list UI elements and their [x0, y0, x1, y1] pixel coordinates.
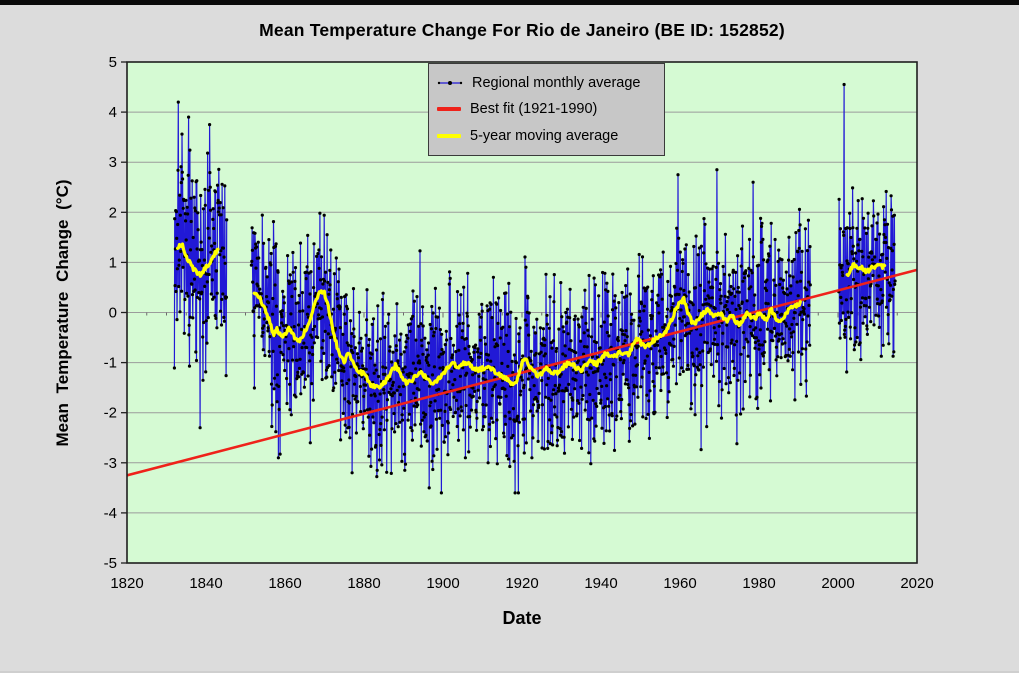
moving-average-line — [176, 242, 887, 390]
x-axis-title: Date — [502, 608, 542, 628]
x-tick-label: 1840 — [189, 575, 222, 592]
legend-label-moving-average: 5-year moving average — [470, 127, 619, 144]
y-tick-label: -1 — [104, 355, 117, 372]
x-tick-label: 1940 — [584, 575, 617, 592]
x-tick-label: 1880 — [347, 575, 380, 592]
y-tick-label: -5 — [104, 555, 117, 572]
x-tick-label: 2020 — [900, 575, 933, 592]
x-tick-label: 1980 — [742, 575, 775, 592]
x-tick-label: 1920 — [505, 575, 538, 592]
monthly-series-markers — [172, 82, 897, 495]
legend-label-best-fit: Best fit (1921-1990) — [470, 101, 598, 118]
legend-item-best-fit: Best fit (1921-1990) — [437, 101, 656, 117]
y-tick-label: 3 — [109, 154, 117, 171]
legend-item-monthly: Regional monthly average — [437, 75, 656, 91]
x-tick-label: 1860 — [268, 575, 301, 592]
y-tick-label: -3 — [104, 455, 117, 472]
best-fit-swatch-icon — [437, 107, 461, 112]
legend-label-monthly: Regional monthly average — [472, 75, 641, 92]
x-tick-label: 1820 — [110, 575, 143, 592]
y-tick-label: 0 — [109, 305, 117, 322]
moving-average-swatch-icon — [437, 133, 461, 138]
legend: Regional monthly average Best fit (1921-… — [428, 63, 665, 156]
y-tick-label: -4 — [104, 505, 117, 522]
monthly-series-swatch-icon — [437, 81, 463, 86]
y-tick-label: 4 — [109, 104, 117, 121]
y-tick-label: 2 — [109, 204, 117, 221]
x-tick-label: 1960 — [663, 575, 696, 592]
y-tick-label: -2 — [104, 405, 117, 422]
x-tick-label: 1900 — [426, 575, 459, 592]
best-fit-line — [126, 268, 918, 477]
chart-title: Mean Temperature Change For Rio de Janei… — [259, 20, 785, 40]
top-border-bar — [0, 0, 1019, 5]
x-tick-label: 2000 — [821, 575, 854, 592]
y-tick-label: 5 — [109, 54, 117, 71]
legend-item-moving-average: 5-year moving average — [437, 128, 656, 144]
y-tick-label: 1 — [109, 254, 117, 271]
